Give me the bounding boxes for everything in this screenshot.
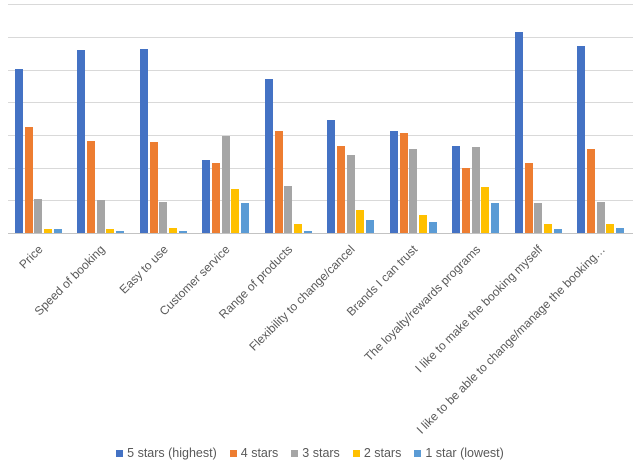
x-axis-label: Easy to use — [116, 242, 171, 297]
bar-3-stars-c3 — [221, 135, 230, 234]
x-axis-label: Price — [16, 242, 46, 272]
bar-1-star-lowest-c0 — [53, 229, 62, 234]
bar-5-stars-highest-c1 — [77, 49, 86, 234]
bar-5-stars-highest-c3 — [202, 159, 211, 234]
legend-item: 4 stars — [229, 446, 279, 460]
bar-3-stars-c6 — [409, 148, 418, 234]
legend-item: 2 stars — [352, 446, 402, 460]
bar-5-stars-highest-c8 — [514, 31, 523, 234]
legend-label: 3 stars — [302, 446, 340, 460]
bar-5-stars-highest-c0 — [14, 68, 23, 234]
bar-5-stars-highest-c9 — [577, 46, 586, 234]
x-axis-line — [8, 233, 633, 234]
bar-1-star-lowest-c3 — [241, 203, 250, 234]
bar-4-stars-c7 — [462, 168, 470, 234]
bar-4-stars-c0 — [24, 127, 33, 234]
bar-1-star-lowest-c9 — [616, 227, 625, 234]
bar-4-stars-c4 — [274, 130, 283, 234]
bar-3-stars-c8 — [534, 203, 543, 234]
legend-item: 1 star (lowest) — [414, 446, 504, 460]
bar-1-star-lowest-c1 — [116, 230, 125, 234]
bar-2-stars-c2 — [168, 227, 177, 234]
bar-3-stars-c7 — [471, 147, 480, 234]
bar-2-stars-c3 — [231, 189, 240, 234]
bar-2-stars-c9 — [606, 224, 615, 234]
legend-swatch-icon — [229, 449, 237, 457]
gridline — [8, 69, 633, 71]
legend-swatch-icon — [116, 449, 124, 457]
gridline — [8, 36, 633, 38]
gridline — [8, 167, 633, 169]
bar-3-stars-c0 — [34, 198, 43, 234]
bar-5-stars-highest-c2 — [139, 48, 148, 234]
bar-2-stars-c8 — [543, 224, 552, 234]
legend-item: 3 stars — [291, 446, 340, 460]
bar-2-stars-c4 — [293, 224, 302, 234]
legend-swatch-icon — [352, 449, 360, 457]
x-axis-label: I like to make the booking myself — [412, 242, 546, 376]
bar-5-stars-highest-c5 — [327, 120, 336, 234]
legend: 5 stars (highest) 4 stars 3 stars 2 stars 1 … — [0, 446, 630, 460]
bar-5-stars-highest-c4 — [264, 79, 273, 234]
bar-5-stars-highest-c7 — [452, 146, 461, 234]
x-axis-label: Flexibility to change/cancel — [246, 242, 358, 354]
bar-2-stars-c6 — [418, 215, 427, 234]
bar-1-star-lowest-c6 — [428, 221, 437, 234]
bar-3-stars-c5 — [346, 155, 355, 234]
bar-3-stars-c4 — [284, 186, 293, 234]
bar-3-stars-c2 — [159, 201, 168, 234]
bar-2-stars-c7 — [481, 186, 490, 234]
bar-3-stars-c1 — [96, 200, 105, 234]
gridline — [8, 4, 633, 6]
bar-1-star-lowest-c7 — [491, 203, 500, 234]
bar-3-stars-c9 — [596, 202, 605, 234]
bar-4-stars-c1 — [87, 140, 95, 234]
bar-4-stars-c9 — [587, 149, 595, 234]
bar-1-star-lowest-c4 — [303, 230, 312, 234]
x-axis-label: Speed of booking — [31, 242, 108, 319]
legend-swatch-icon — [291, 449, 299, 457]
legend-label: 4 stars — [240, 446, 279, 460]
bar-4-stars-c8 — [524, 162, 533, 234]
bar-4-stars-c2 — [149, 142, 158, 234]
bar-1-star-lowest-c2 — [178, 231, 187, 234]
legend-label: 5 stars (highest) — [127, 446, 217, 460]
gridline — [8, 200, 633, 202]
bar-2-stars-c0 — [43, 228, 52, 234]
bar-4-stars-c6 — [399, 132, 408, 234]
bar-4-stars-c3 — [212, 163, 220, 234]
legend-label: 2 stars — [363, 446, 402, 460]
legend-item: 5 stars (highest) — [116, 446, 217, 460]
legend-label: 1 star (lowest) — [425, 446, 504, 460]
bar-4-stars-c5 — [337, 146, 345, 234]
bar-1-star-lowest-c5 — [366, 220, 375, 234]
legend-swatch-icon — [414, 449, 422, 457]
gridline — [8, 102, 633, 104]
bar-1-star-lowest-c8 — [553, 229, 562, 234]
bar-2-stars-c5 — [356, 210, 365, 234]
bar-5-stars-highest-c6 — [389, 131, 398, 234]
bar-2-stars-c1 — [106, 228, 115, 234]
x-axis-label: The loyalty/rewards programs — [361, 242, 483, 364]
gridline — [8, 134, 633, 136]
